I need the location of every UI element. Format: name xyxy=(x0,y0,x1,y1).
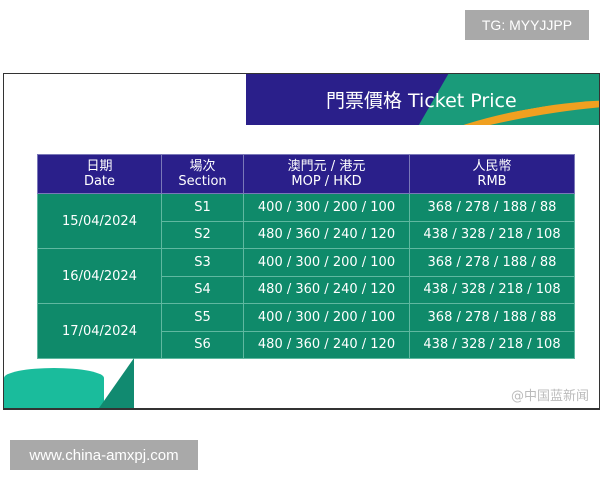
rmb-cell: 438 / 328 / 218 / 108 xyxy=(409,330,575,359)
mop-cell: 480 / 360 / 240 / 120 xyxy=(243,330,410,359)
mop-cell: 400 / 300 / 200 / 100 xyxy=(243,193,410,222)
date-cell: 15/04/2024 xyxy=(37,193,162,249)
table-row: 16/04/2024 S3 400 / 300 / 200 / 100 368 / 2… xyxy=(37,248,575,304)
mop-cell: 400 / 300 / 200 / 100 xyxy=(243,248,410,277)
table-row: 15/04/2024 S1 400 / 300 / 200 / 100 368 / 2… xyxy=(37,193,575,249)
header-mop: 澳門元 / 港元 MOP / HKD xyxy=(243,154,410,194)
title-banner: 門票價格 Ticket Price xyxy=(246,74,599,125)
rmb-cell: 368 / 278 / 188 / 88 xyxy=(409,193,575,222)
table-row: S2 480 / 360 / 240 / 120 438 / 328 / 218 /… xyxy=(38,220,575,249)
date-cell: 16/04/2024 xyxy=(37,248,162,304)
section-cell: S5 xyxy=(161,303,244,332)
header-rmb: 人民幣 RMB xyxy=(409,154,575,194)
title: 門票價格 Ticket Price xyxy=(326,90,517,112)
mop-cell: 400 / 300 / 200 / 100 xyxy=(243,303,410,332)
mop-cell: 480 / 360 / 240 / 120 xyxy=(243,220,410,249)
rmb-cell: 368 / 278 / 188 / 88 xyxy=(409,248,575,277)
section-cell: S3 xyxy=(161,248,244,277)
table-row: S6 480 / 360 / 240 / 120 438 / 328 / 218 /… xyxy=(38,330,575,359)
header-section: 場次 Section xyxy=(161,154,244,194)
header-date: 日期 Date xyxy=(37,154,162,194)
price-table: 日期 Date 場次 Section 澳門元 / 港元 MOP / HKD 人民幣 RM… xyxy=(37,154,575,359)
ticket-price-poster: 門票價格 Ticket Price 日期 Date 場次 Section 澳門元 /… xyxy=(3,73,600,410)
section-cell: S4 xyxy=(161,275,244,304)
mop-cell: 480 / 360 / 240 / 120 xyxy=(243,275,410,304)
decorative-wave xyxy=(99,358,134,408)
rmb-cell: 438 / 328 / 218 / 108 xyxy=(409,275,575,304)
watermark: @中国蓝新闻 xyxy=(510,389,589,404)
site-url: www.china-amxpj.com xyxy=(10,440,198,470)
section-cell: S6 xyxy=(161,330,244,359)
tg-label: TG: MYYJJPP xyxy=(465,10,589,40)
table-row: S4 480 / 360 / 240 / 120 438 / 328 / 218 /… xyxy=(38,275,575,304)
table-row: 17/04/2024 S5 400 / 300 / 200 / 100 368 / 2… xyxy=(37,303,575,359)
date-cell: 17/04/2024 xyxy=(37,303,162,359)
rmb-cell: 438 / 328 / 218 / 108 xyxy=(409,220,575,249)
section-cell: S1 xyxy=(161,193,244,222)
section-cell: S2 xyxy=(161,220,244,249)
rmb-cell: 368 / 278 / 188 / 88 xyxy=(409,303,575,332)
decorative-wave xyxy=(4,368,104,408)
